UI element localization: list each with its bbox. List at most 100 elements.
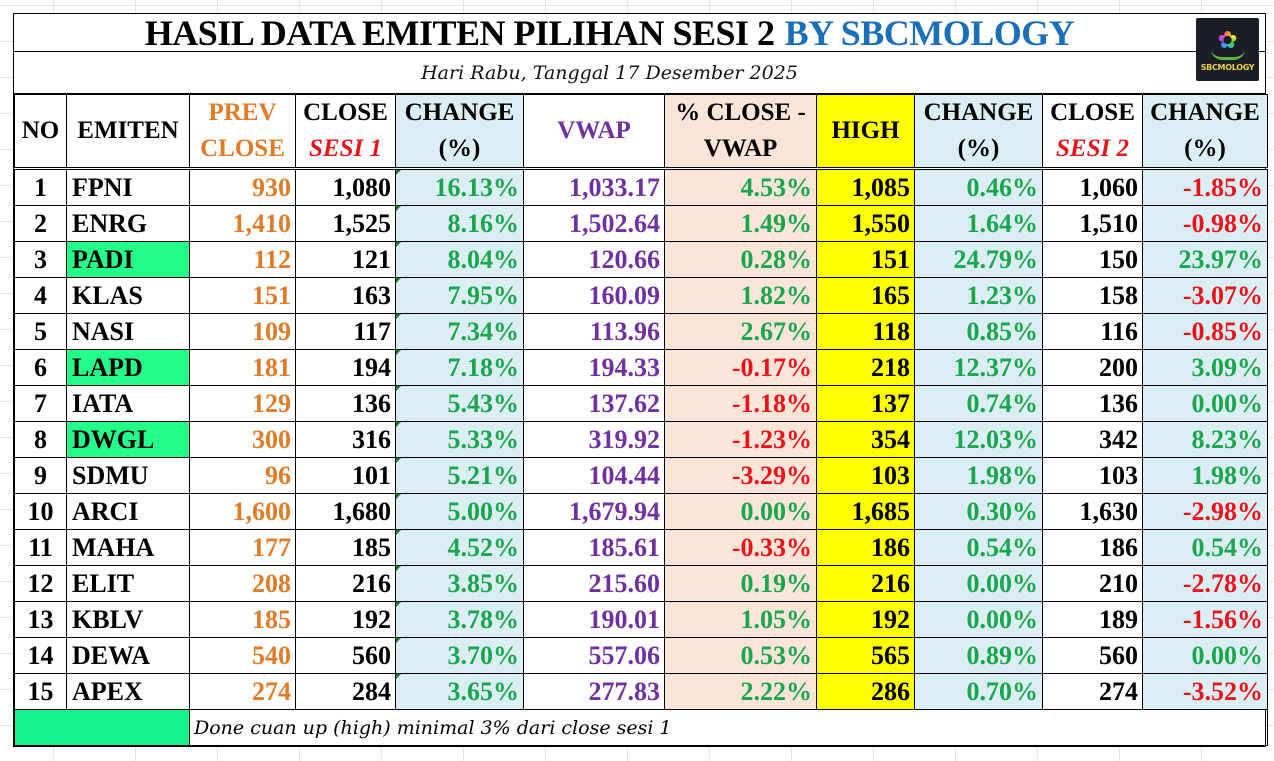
cell-vwap: 1,679.94 — [523, 493, 665, 530]
cell-change-sesi2: 1.98% — [1142, 457, 1268, 494]
cell-close-sesi2: 158 — [1042, 277, 1143, 314]
cell-change-high: 0.89% — [914, 637, 1043, 674]
cell-prev-close: 129 — [189, 385, 296, 422]
cell-change-high: 0.00% — [914, 601, 1043, 638]
legend-row: Done cuan up (high) minimal 3% dari clos… — [14, 709, 1268, 746]
table-row: 11 MAHA 177 185 4.52% 185.61 -0.33% 186 0.54% 186… — [14, 529, 1268, 566]
table-row: 12 ELIT 208 216 3.85% 215.60 0.19% 216 0.00% 210-… — [14, 565, 1268, 602]
cell-high: 354 — [816, 421, 915, 458]
table-row: 9 SDMU 96 101 5.21% 104.44 -3.29% 103 1.98% 103 1.… — [14, 457, 1268, 494]
header-close-sesi1: CLOSE SESI 1 — [295, 94, 396, 170]
cell-no: 6 — [14, 349, 67, 386]
cell-emiten: LAPD — [66, 349, 190, 386]
cell-emiten: FPNI — [66, 168, 190, 206]
cell-close-sesi2: 136 — [1042, 385, 1143, 422]
table-row: 8 DWGL 300 316 5.33% 319.92 -1.23% 354 12.03% 342… — [14, 421, 1268, 458]
title-main: HASIL DATA EMITEN PILIHAN SESI 2 — [144, 12, 775, 53]
cell-no: 9 — [14, 457, 67, 494]
legend-text: Done cuan up (high) minimal 3% dari clos… — [189, 709, 1268, 746]
cell-close-sesi1: 101 — [295, 457, 396, 494]
cell-close-sesi1: 1,080 — [295, 168, 396, 206]
cell-close-sesi1: 192 — [295, 601, 396, 638]
table-row: 3 PADI 112 121 8.04% 120.66 0.28% 151 24.79% 150 2… — [14, 241, 1268, 278]
report-sheet: HASIL DATA EMITEN PILIHAN SESI 2 BY SBCM… — [13, 12, 1268, 747]
cell-change-sesi2: 0.54% — [1142, 529, 1268, 566]
table-row: 5 NASI 109 117 7.34% 113.96 2.67% 118 0.85% 116 -0… — [14, 313, 1268, 350]
cell-high: 1,085 — [816, 168, 915, 206]
cell-close-sesi2: 210 — [1042, 565, 1143, 602]
cell-prev-close: 300 — [189, 421, 296, 458]
cell-no: 1 — [14, 168, 67, 206]
cell-change-high: 0.54% — [914, 529, 1043, 566]
cell-close-sesi2: 1,060 — [1042, 168, 1143, 206]
cell-emiten: NASI — [66, 313, 190, 350]
cell-no: 2 — [14, 205, 67, 242]
cell-change: 8.04% — [395, 241, 524, 278]
cell-change-high: 24.79% — [914, 241, 1043, 278]
header-prev-close: PREV CLOSE — [189, 94, 296, 170]
cell-change-sesi2: -2.98% — [1142, 493, 1268, 530]
cell-close-vwap: -3.29% — [664, 457, 817, 494]
cell-change-sesi2: 0.00% — [1142, 385, 1268, 422]
cell-change-high: 0.46% — [914, 168, 1043, 206]
cell-close-vwap: -0.17% — [664, 349, 817, 386]
cell-emiten: PADI — [66, 241, 190, 278]
hands-icon — [1210, 49, 1245, 60]
cell-change-high: 1.98% — [914, 457, 1043, 494]
cell-change-high: 1.64% — [914, 205, 1043, 242]
cell-close-sesi2: 1,630 — [1042, 493, 1143, 530]
cell-change: 5.21% — [395, 457, 524, 494]
cell-prev-close: 274 — [189, 673, 296, 710]
cell-close-sesi1: 316 — [295, 421, 396, 458]
cell-emiten: KLAS — [66, 277, 190, 314]
flower-hands-logo-icon: ✿ — [1217, 25, 1238, 54]
cell-close-sesi2: 200 — [1042, 349, 1143, 386]
cell-high: 192 — [816, 601, 915, 638]
title-brand: BY SBCMOLOGY — [784, 12, 1075, 53]
cell-change: 16.13% — [395, 168, 524, 206]
cell-change-high: 0.85% — [914, 313, 1043, 350]
cell-emiten: KBLV — [66, 601, 190, 638]
cell-change-high: 0.70% — [914, 673, 1043, 710]
cell-change: 8.16% — [395, 205, 524, 242]
cell-emiten: SDMU — [66, 457, 190, 494]
cell-prev-close: 1,410 — [189, 205, 296, 242]
cell-prev-close: 177 — [189, 529, 296, 566]
cell-high: 151 — [816, 241, 915, 278]
cell-no: 14 — [14, 637, 67, 674]
cell-no: 4 — [14, 277, 67, 314]
cell-close-vwap: -1.23% — [664, 421, 817, 458]
cell-vwap: 215.60 — [523, 565, 665, 602]
cell-change-sesi2: 3.09% — [1142, 349, 1268, 386]
cell-close-vwap: -0.33% — [664, 529, 817, 566]
header-change-high: CHANGE (%) — [914, 94, 1043, 170]
header-change-sesi2: CHANGE (%) — [1142, 94, 1268, 170]
cell-high: 1,685 — [816, 493, 915, 530]
cell-high: 186 — [816, 529, 915, 566]
cell-change-sesi2: 23.97% — [1142, 241, 1268, 278]
cell-change-high: 0.00% — [914, 565, 1043, 602]
cell-change: 3.70% — [395, 637, 524, 674]
header-high: HIGH — [816, 94, 915, 170]
header-close-sesi2: CLOSE SESI 2 — [1042, 94, 1143, 170]
cell-change-high: 1.23% — [914, 277, 1043, 314]
table-row: 2 ENRG 1,410 1,525 8.16% 1,502.64 1.49% 1,550 1.… — [14, 205, 1268, 242]
cell-emiten: DWGL — [66, 421, 190, 458]
cell-change-sesi2: 8.23% — [1142, 421, 1268, 458]
table-header-row: NO EMITEN PREV CLOSE CLOSE SESI 1 CHANGE (%… — [14, 94, 1268, 170]
cell-prev-close: 540 — [189, 637, 296, 674]
cell-close-sesi1: 121 — [295, 241, 396, 278]
emiten-table: NO EMITEN PREV CLOSE CLOSE SESI 1 CHANGE (%… — [14, 94, 1268, 746]
cell-high: 565 — [816, 637, 915, 674]
cell-close-sesi1: 216 — [295, 565, 396, 602]
cell-prev-close: 96 — [189, 457, 296, 494]
cell-vwap: 1,502.64 — [523, 205, 665, 242]
legend-swatch — [14, 709, 190, 746]
header-vwap: VWAP — [523, 94, 665, 170]
cell-change: 3.78% — [395, 601, 524, 638]
cell-emiten: MAHA — [66, 529, 190, 566]
cell-close-vwap: 0.28% — [664, 241, 817, 278]
cell-high: 165 — [816, 277, 915, 314]
sbcmology-logo: ✿ SBCMOLOGY — [1196, 18, 1259, 81]
cell-change-high: 12.03% — [914, 421, 1043, 458]
